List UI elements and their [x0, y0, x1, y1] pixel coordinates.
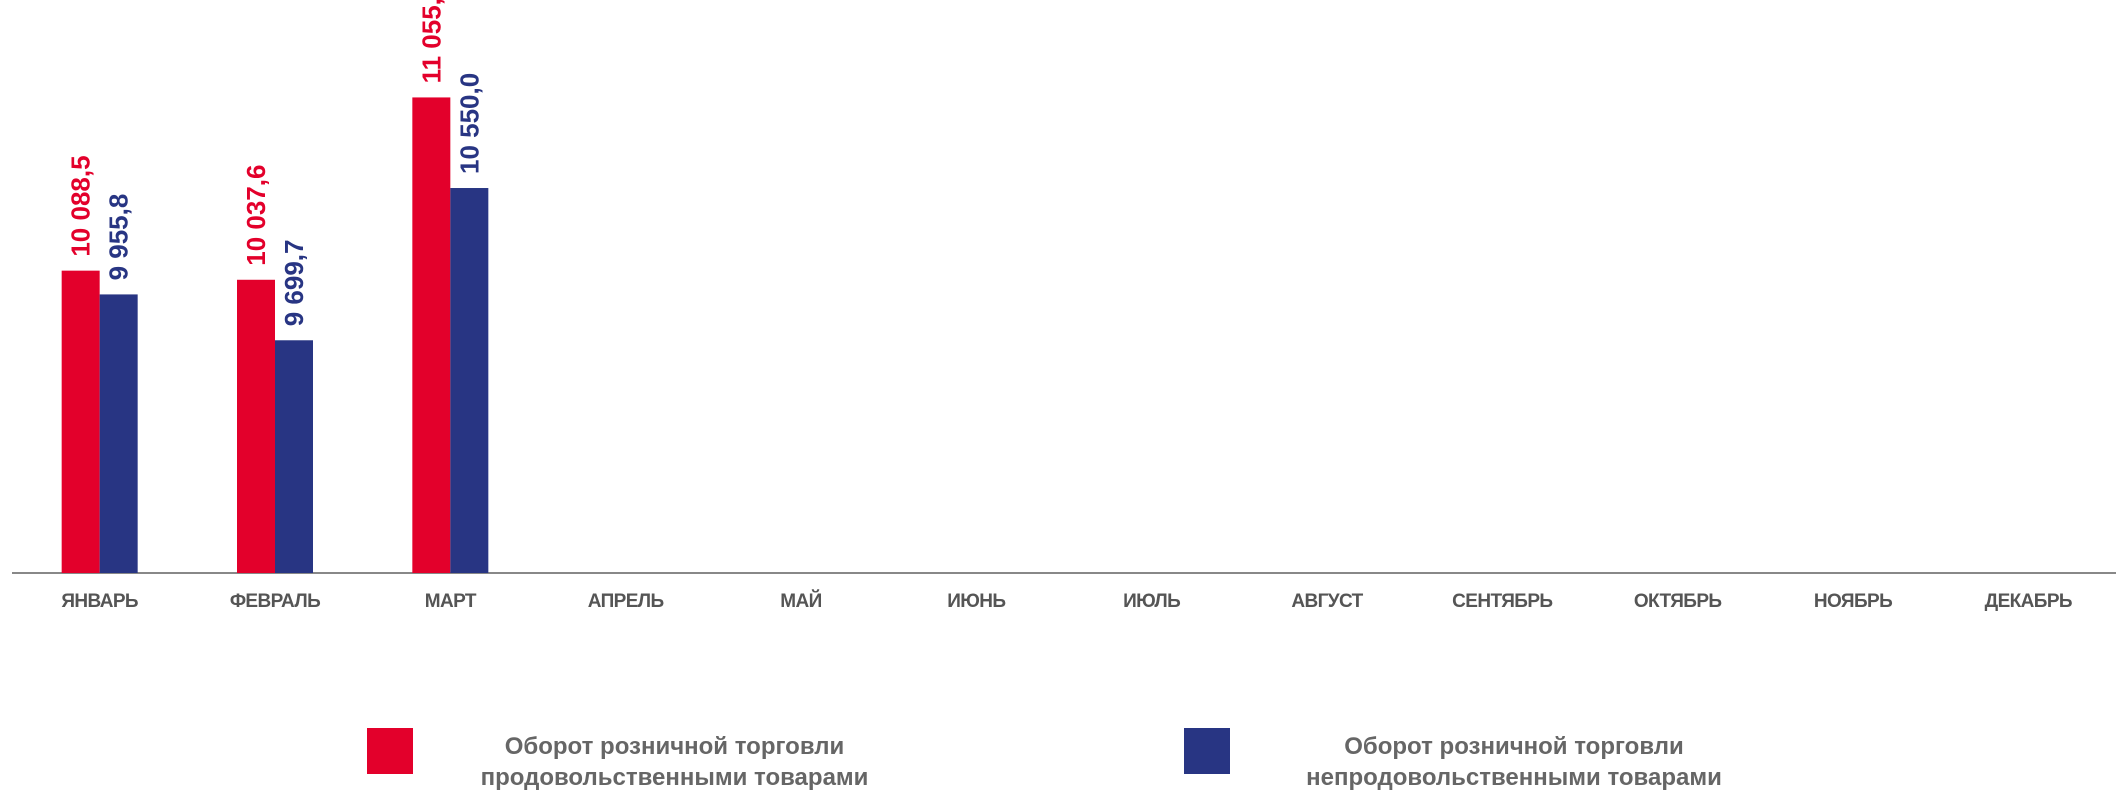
- x-tick-label: НОЯБРЬ: [1814, 591, 1892, 612]
- legend-swatch-food: [367, 728, 413, 774]
- data-label: 10 088,5: [66, 155, 96, 256]
- bar: [61, 270, 100, 573]
- bar: [450, 188, 489, 573]
- data-label: 11 055,9: [416, 0, 446, 83]
- legend-swatch-nonfood: [1184, 728, 1230, 774]
- x-tick-label: ОКТЯБРЬ: [1634, 591, 1722, 612]
- bar: [275, 340, 313, 573]
- x-tick-label: ДЕКАБРЬ: [1985, 591, 2072, 612]
- legend-label-food: Оборот розничной торговли продовольствен…: [480, 733, 869, 791]
- x-tick-label: СЕНТЯБРЬ: [1452, 591, 1552, 612]
- bar-chart: 10 088,5 9 955,8 10 037,6 9 699,7 11 055,9 10…: [12, 0, 2116, 612]
- x-tick-label: АПРЕЛЬ: [588, 591, 664, 612]
- data-label: 10 037,6: [241, 165, 271, 266]
- x-tick-label: МАРТ: [425, 591, 477, 612]
- legend-label-nonfood: Оборот розничной торговли непродовольств…: [1306, 733, 1722, 791]
- legend: Оборот розничной торговли продовольствен…: [0, 728, 2116, 793]
- bar: [99, 294, 138, 573]
- x-tick-label: ИЮНЬ: [947, 591, 1005, 612]
- data-label: 9 955,8: [104, 194, 134, 281]
- data-label: 9 699,7: [279, 240, 309, 327]
- bars-group: [61, 97, 489, 573]
- x-tick-label: МАЙ: [780, 590, 821, 612]
- bar: [412, 97, 451, 573]
- x-tick-label: ФЕВРАЛЬ: [230, 591, 320, 612]
- value-labels-group: 10 088,5 9 955,8 10 037,6 9 699,7 11 055,9 10…: [66, 0, 485, 326]
- category-labels-group: ЯНВАРЬ ФЕВРАЛЬ МАРТ АПРЕЛЬ МАЙ ИЮНЬ ИЮЛЬ АВГУСТ…: [61, 590, 2072, 612]
- x-tick-label: ЯНВАРЬ: [61, 591, 138, 612]
- data-label: 10 550,0: [454, 73, 484, 174]
- x-tick-label: ИЮЛЬ: [1123, 591, 1180, 612]
- bar: [237, 279, 275, 573]
- x-tick-label: АВГУСТ: [1291, 591, 1363, 612]
